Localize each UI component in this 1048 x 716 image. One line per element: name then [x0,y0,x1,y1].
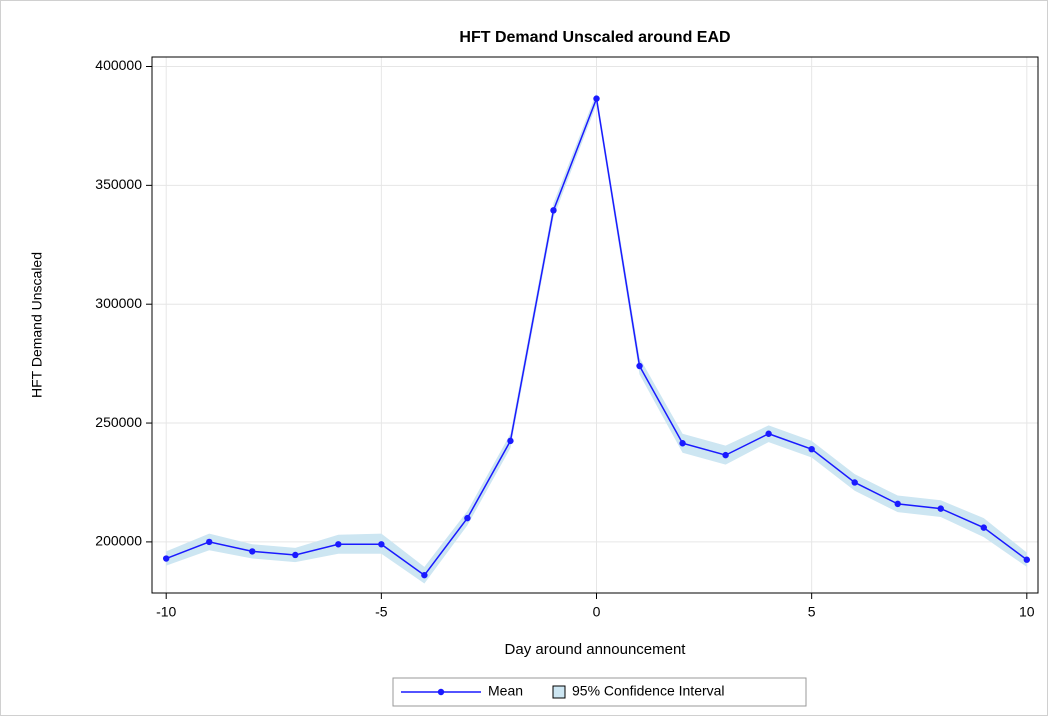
point [808,445,815,453]
x-axis-label: Day around announcement [505,641,687,658]
point [335,541,342,548]
y-tick-label: 400000 [95,57,142,73]
legend-point [437,688,445,696]
x-tick-label: 10 [1019,604,1035,620]
point [636,362,643,370]
point [1023,556,1031,563]
point [894,500,901,508]
point [722,451,729,459]
point [464,514,471,522]
point [937,505,944,512]
point [507,437,514,445]
point [249,548,256,555]
x-tick-label: -5 [375,604,388,620]
point [550,207,557,214]
x-tick-label: 5 [808,604,816,620]
legend-label: 95% Confidence Interval [572,683,725,699]
point [163,555,170,562]
point [378,541,385,548]
chart-title: HFT Demand Unscaled around EAD [459,29,730,46]
point [593,95,600,102]
y-tick-label: 350000 [95,176,142,192]
x-tick-label: 0 [593,604,601,620]
point [851,479,858,486]
point [292,551,299,559]
y-tick-label: 200000 [95,533,142,549]
point [206,538,213,546]
plot-frame [151,56,1039,594]
y-axis-label: HFT Demand Unscaled [29,252,45,398]
legend-label: Mean [488,683,523,699]
legend-swatch [552,685,566,699]
point [421,571,428,579]
y-tick-label: 250000 [95,414,142,430]
point [679,440,686,447]
point [765,430,772,437]
y-tick-label: 300000 [95,295,142,311]
x-tick-label: -10 [156,604,176,620]
point [980,524,987,531]
